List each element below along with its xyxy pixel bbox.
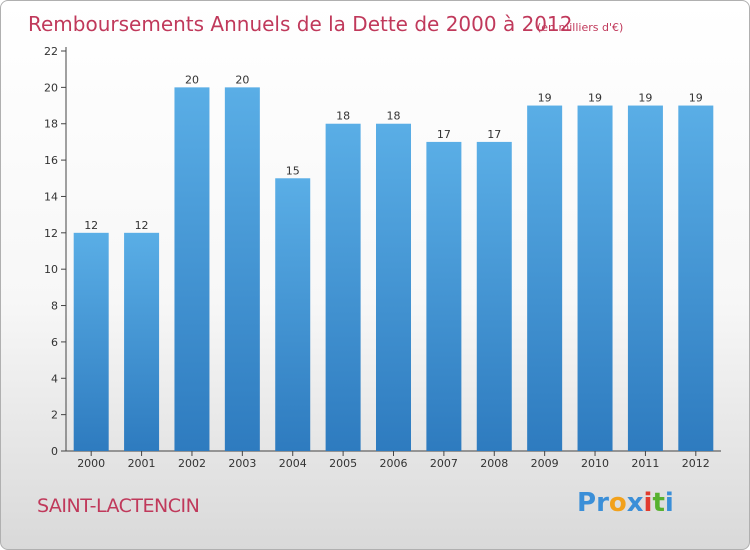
x-tick-label: 2000 [77,457,105,470]
bar [275,178,311,452]
bar [476,141,512,451]
bar-value-label: 19 [689,92,703,105]
bar [73,232,109,451]
x-tick-label: 2007 [430,457,458,470]
bar-value-label: 19 [538,92,552,105]
x-tick-label: 2010 [581,457,609,470]
x-tick-label: 2012 [682,457,710,470]
bar [627,105,663,451]
x-tick-label: 2001 [128,457,156,470]
bar [678,105,714,451]
bar [426,141,462,451]
bar [174,87,210,451]
y-tick-label: 18 [44,118,58,131]
y-tick-label: 0 [51,445,58,458]
x-tick-label: 2005 [329,457,357,470]
y-tick-label: 10 [44,263,58,276]
bar-value-label: 17 [437,128,451,141]
x-tick-label: 2011 [631,457,659,470]
bar-value-label: 20 [185,73,199,86]
bar-value-label: 18 [336,110,350,123]
y-tick-label: 12 [44,227,58,240]
axes: 0 2 4 6 8 10 12 14 16 18 20 22 2000 2001 2002 2003 2004 2… [44,45,721,470]
bar-value-label: 19 [638,92,652,105]
x-tick-label: 2003 [228,457,256,470]
bar [224,87,260,451]
bar-value-label: 18 [387,110,401,123]
y-tick-label: 22 [44,45,58,58]
chart-title: Remboursements Annuels de la Dette de 20… [28,12,572,36]
logo-letter: i [664,488,674,518]
logo-letter: t [652,488,665,518]
x-tick-label: 2006 [380,457,408,470]
commune-name: SAINT-LACTENCIN [37,495,200,517]
x-tick-label: 2008 [480,457,508,470]
logo-letter: P [577,488,597,518]
bar [325,123,361,452]
bar [527,105,563,451]
logo-letter: x [626,488,644,518]
y-tick-label: 14 [44,190,58,203]
x-tick-label: 2002 [178,457,206,470]
bar-value-label: 12 [84,219,98,232]
x-tick-label: 2009 [531,457,559,470]
bars [73,87,714,452]
bar [376,123,411,452]
y-tick-label: 16 [44,154,58,167]
x-tick-label: 2004 [279,457,307,470]
bar-value-label: 20 [235,73,249,86]
logo-letter: i [643,488,653,518]
bar-value-label: 17 [487,128,501,141]
bar [577,105,613,451]
y-tick-label: 6 [51,336,58,349]
value-labels: 12 12 20 20 15 18 18 17 17 19 19 19 19 [84,73,703,231]
logo-letter: r [596,488,609,518]
bar [124,232,160,451]
bar-value-label: 15 [286,164,300,177]
y-tick-label: 2 [51,409,58,422]
chart-subtitle: (en milliers d'€) [537,21,623,34]
y-tick-label: 20 [44,81,58,94]
proxiti-logo: Proxiti [577,488,674,518]
y-tick-label: 4 [51,372,58,385]
logo-letter: o [608,488,627,518]
bar-value-label: 12 [135,219,149,232]
bar-value-label: 19 [588,92,602,105]
y-tick-label: 8 [51,300,58,313]
